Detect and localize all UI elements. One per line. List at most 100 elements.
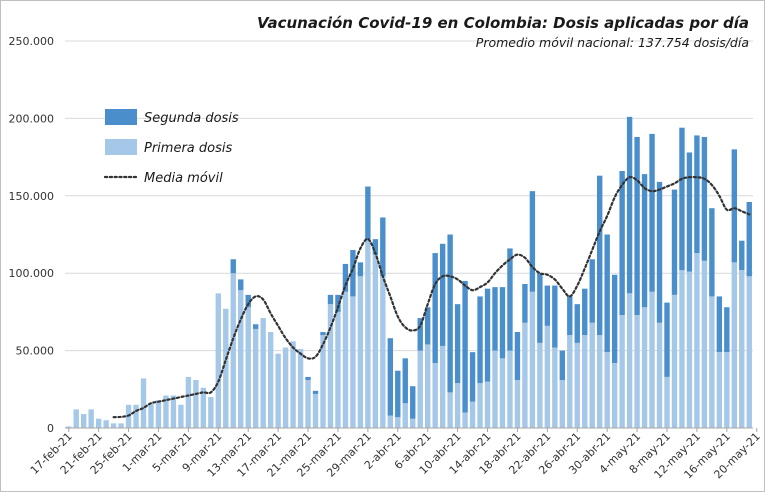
- bar-segunda-dosis: [425, 307, 431, 345]
- bar-primera-dosis: [537, 342, 543, 428]
- bar-primera-dosis: [589, 322, 595, 428]
- legend-label-segunda: Segunda dosis: [144, 111, 239, 126]
- bar-primera-dosis: [492, 350, 498, 428]
- bar-primera-dosis: [686, 271, 693, 428]
- bar-primera-dosis: [200, 387, 207, 428]
- y-tick-label: 100.000: [9, 267, 55, 280]
- bar-primera-dosis: [402, 403, 408, 428]
- bar-segunda-dosis: [432, 253, 438, 363]
- bar-primera-dosis: [462, 412, 468, 428]
- bar-primera-dosis: [350, 296, 356, 428]
- bar-segunda-dosis: [597, 175, 603, 336]
- bar-segunda-dosis: [492, 287, 498, 351]
- bar-segunda-dosis: [552, 285, 558, 348]
- bar-primera-dosis: [694, 253, 700, 428]
- y-axis: 0 50.000 100.000 150.000 200.000 250.000: [9, 35, 55, 435]
- bar-primera-dosis: [335, 311, 341, 428]
- bar-segunda-dosis: [611, 274, 618, 363]
- bar-segunda-dosis: [537, 273, 543, 343]
- bar-primera-dosis: [260, 318, 266, 428]
- bar-segunda-dosis: [387, 338, 393, 416]
- bar-segunda-dosis: [238, 279, 244, 291]
- bar-segunda-dosis: [312, 390, 319, 394]
- bar-primera-dosis: [66, 426, 72, 428]
- bar-primera-dosis: [148, 403, 154, 428]
- bar-primera-dosis: [118, 423, 124, 428]
- bar-segunda-dosis: [716, 296, 723, 353]
- bar-segunda-dosis: [664, 302, 670, 377]
- bar-segunda-dosis: [342, 263, 349, 292]
- y-tick-label: 250.000: [9, 35, 55, 48]
- bar-primera-dosis: [95, 418, 102, 428]
- bar-primera-dosis: [103, 420, 109, 428]
- bar-primera-dosis: [671, 294, 678, 428]
- bar-primera-dosis: [432, 362, 438, 428]
- bar-primera-dosis: [649, 291, 655, 428]
- bar-primera-dosis: [701, 260, 708, 428]
- bar-segunda-dosis: [522, 284, 528, 323]
- bar-primera-dosis: [417, 350, 423, 428]
- bar-primera-dosis: [574, 342, 580, 428]
- bar-segunda-dosis: [462, 280, 468, 413]
- bar-primera-dosis: [656, 322, 663, 428]
- bar-segunda-dosis: [619, 171, 625, 315]
- bar-segunda-dosis: [484, 288, 491, 382]
- bar-primera-dosis: [140, 378, 147, 428]
- bar-primera-dosis: [110, 423, 117, 428]
- bar-primera-dosis: [170, 395, 177, 428]
- bar-segunda-dosis: [529, 191, 536, 292]
- bar-segunda-dosis: [641, 174, 648, 308]
- bar-segunda-dosis: [320, 332, 326, 336]
- bar-segunda-dosis: [327, 294, 334, 305]
- bar-segunda-dosis: [499, 287, 506, 359]
- bar-primera-dosis: [320, 335, 326, 428]
- bar-segunda-dosis: [739, 240, 745, 271]
- bar-segunda-dosis: [709, 208, 715, 297]
- bar-primera-dosis: [305, 380, 311, 428]
- bar-segunda-dosis: [701, 136, 708, 261]
- bar-primera-dosis: [679, 270, 685, 428]
- y-tick-label: 50.000: [16, 345, 55, 358]
- bar-segunda-dosis: [626, 116, 633, 294]
- bar-primera-dosis: [178, 404, 184, 428]
- bar-primera-dosis: [626, 293, 633, 428]
- bar-segunda-dosis: [395, 370, 401, 418]
- bar-primera-dosis: [582, 335, 588, 428]
- bar-primera-dosis: [238, 290, 244, 428]
- chart-subtitle: Promedio móvil nacional: 137.754 dosis/d…: [476, 35, 749, 50]
- bar-primera-dosis: [529, 291, 536, 428]
- chart-title: Vacunación Covid-19 en Colombia: Dosis a…: [257, 14, 749, 32]
- bar-primera-dosis: [81, 414, 87, 428]
- bar-segunda-dosis: [253, 324, 259, 329]
- bar-primera-dosis: [327, 304, 334, 428]
- bar-primera-dosis: [664, 376, 670, 428]
- bar-primera-dosis: [267, 332, 274, 428]
- bar-primera-dosis: [395, 417, 401, 428]
- bar-primera-dosis: [454, 383, 461, 428]
- bar-segunda-dosis: [245, 294, 251, 308]
- bar-primera-dosis: [88, 409, 94, 428]
- bar-primera-dosis: [193, 380, 199, 428]
- bar-primera-dosis: [282, 347, 289, 428]
- bar-primera-dosis: [342, 291, 349, 428]
- bar-primera-dosis: [387, 415, 393, 428]
- bar-primera-dosis: [253, 328, 259, 428]
- bar-segunda-dosis: [634, 136, 640, 315]
- bar-primera-dosis: [477, 383, 483, 428]
- bar-segunda-dosis: [694, 135, 700, 254]
- bar-segunda-dosis: [559, 350, 565, 381]
- bar-primera-dosis: [365, 239, 371, 428]
- bar-primera-dosis: [447, 392, 453, 428]
- bar-primera-dosis: [208, 397, 214, 428]
- bar-segunda-dosis: [230, 259, 236, 274]
- bar-segunda-dosis: [544, 285, 551, 326]
- legend-label-primera: Primera dosis: [144, 141, 232, 156]
- bar-primera-dosis: [641, 307, 648, 428]
- bar-segunda-dosis: [305, 376, 311, 381]
- x-axis: 17-feb-2121-feb-2125-feb-211-mar-215-mar…: [28, 428, 763, 481]
- bar-primera-dosis: [133, 404, 139, 428]
- bar-segunda-dosis: [350, 249, 356, 297]
- bar-primera-dosis: [746, 276, 752, 428]
